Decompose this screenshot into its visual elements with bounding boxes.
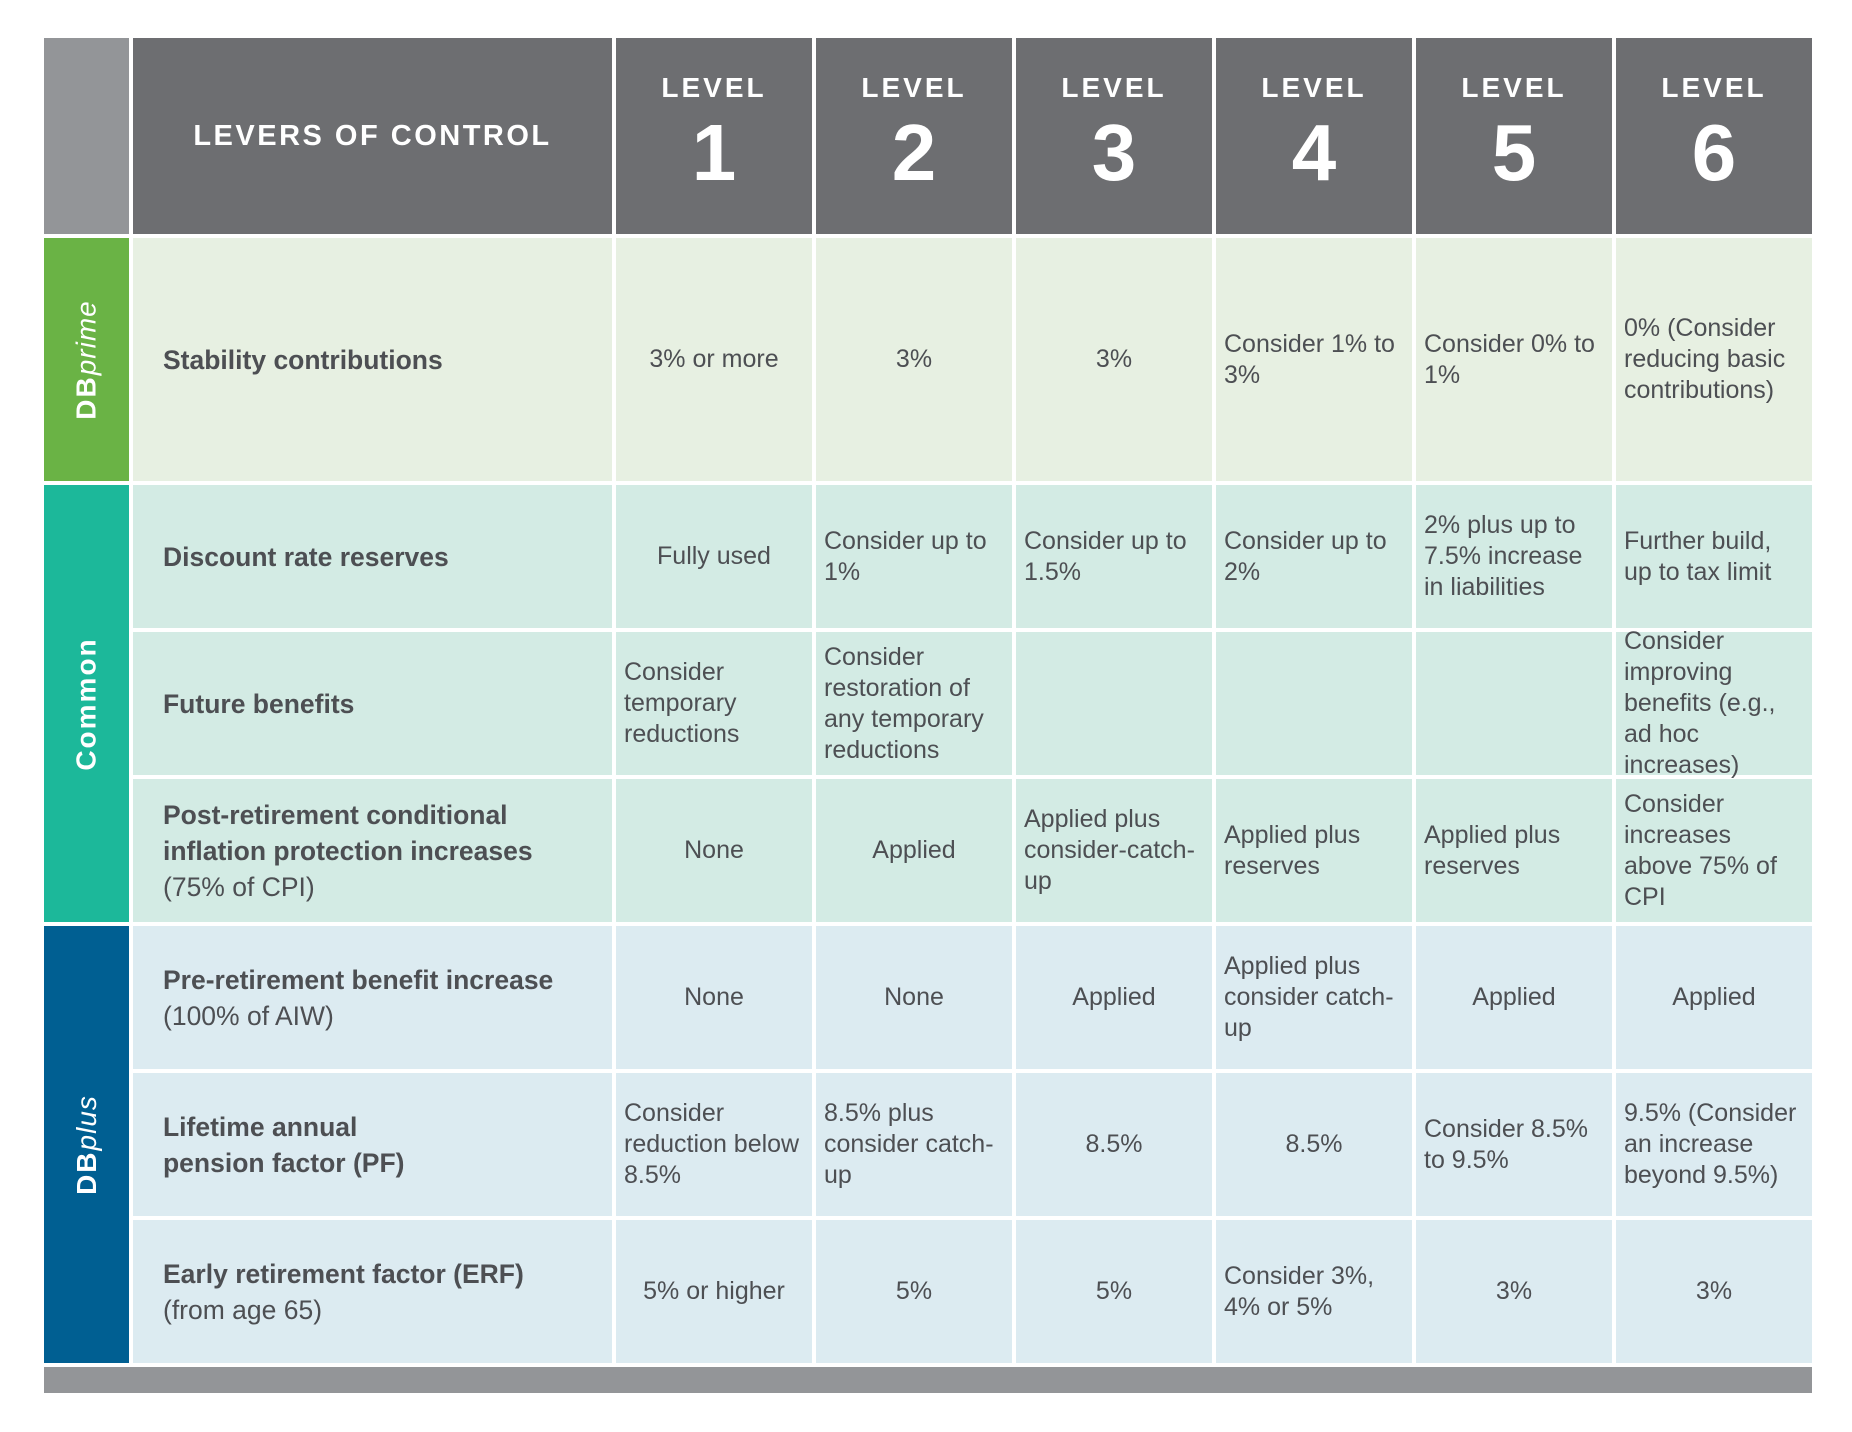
lever-pre-retirement-increase: Pre-retirement benefit increase (100% of…: [133, 926, 612, 1069]
table-cell: None: [616, 926, 812, 1069]
table-cell: 3%: [1616, 1220, 1812, 1363]
table-cell: Applied plus consider-catch-up: [1016, 779, 1212, 922]
table-cell: [1216, 632, 1412, 775]
table-cell: Applied: [1616, 926, 1812, 1069]
table-cell: Consider 1% to 3%: [1216, 238, 1412, 481]
lever-discount-rate-reserves: Discount rate reserves: [133, 485, 612, 628]
table-cell: None: [616, 779, 812, 922]
table-cell: Applied: [1016, 926, 1212, 1069]
lever-label: Future benefits: [163, 688, 355, 719]
group-label-dbprime: DBprime: [44, 238, 129, 481]
group-label-text: Common: [70, 636, 102, 771]
lever-sublabel: (75% of CPI): [163, 871, 315, 902]
lever-label: Discount rate reserves: [163, 541, 449, 572]
level-number: 4: [1291, 108, 1337, 197]
table-cell: Consider temporary reductions: [616, 632, 812, 775]
table-cell: 9.5% (Consider an increase beyond 9.5%): [1616, 1073, 1812, 1216]
table-cell: Consider improving benefits (e.g., ad ho…: [1616, 627, 1812, 779]
level-6-header: LEVEL 6: [1616, 38, 1812, 234]
lever-sublabel: (from age 65): [163, 1294, 323, 1325]
lever-stability-contributions: Stability contributions: [133, 238, 612, 481]
lever-label: Post-retirement conditional inflation pr…: [163, 799, 533, 866]
table-cell: 0% (Consider reducing basic contribution…: [1616, 238, 1812, 481]
table-cell: Consider up to 1%: [816, 485, 1012, 628]
group-label-bold: DB: [70, 374, 102, 420]
table-cell: Applied: [816, 779, 1012, 922]
lever-lifetime-pension-factor: Lifetime annual pension factor (PF): [133, 1073, 612, 1216]
table-cell: Consider restoration of any temporary re…: [816, 632, 1012, 775]
level-2-header: LEVEL 2: [816, 38, 1012, 234]
level-number: 6: [1691, 108, 1737, 197]
table-cell: Applied plus consider catch-up: [1216, 926, 1412, 1069]
table-cell: 5%: [816, 1220, 1012, 1363]
level-5-header: LEVEL 5: [1416, 38, 1612, 234]
table-cell: Consider up to 2%: [1216, 485, 1412, 628]
level-word: LEVEL: [1661, 72, 1767, 103]
level-word: LEVEL: [861, 72, 967, 103]
table-cell: Consider increases above 75% of CPI: [1616, 779, 1812, 922]
table-cell: 5%: [1016, 1220, 1212, 1363]
table-cell: Consider up to 1.5%: [1016, 485, 1212, 628]
lever-post-retirement-inflation: Post-retirement conditional inflation pr…: [133, 779, 612, 922]
group-label-italic: prime: [70, 299, 102, 375]
level-number: 5: [1491, 108, 1537, 197]
table-cell: 3%: [1416, 1220, 1612, 1363]
lever-label: Lifetime annual pension factor (PF): [163, 1111, 405, 1178]
level-word: LEVEL: [1261, 72, 1367, 103]
lever-label: Stability contributions: [163, 344, 443, 375]
table-cell: Fully used: [616, 485, 812, 628]
table-cell: Consider 8.5% to 9.5%: [1416, 1073, 1612, 1216]
table-cell: [1016, 632, 1212, 775]
lever-sublabel: (100% of AIW): [163, 1000, 334, 1031]
group-label-dbplus: DBplus: [44, 926, 129, 1363]
table-cell: 2% plus up to 7.5% increase in liabiliti…: [1416, 485, 1612, 628]
level-word: LEVEL: [661, 72, 767, 103]
table-cell: [1416, 632, 1612, 775]
table-cell: 8.5%: [1016, 1073, 1212, 1216]
lever-future-benefits: Future benefits: [133, 632, 612, 775]
level-number: 3: [1091, 108, 1137, 197]
group-label-common: Common: [44, 485, 129, 922]
lever-early-retirement-factor: Early retirement factor (ERF) (from age …: [133, 1220, 612, 1363]
level-number: 2: [891, 108, 937, 197]
table-cell: Applied plus reserves: [1416, 779, 1612, 922]
level-4-header: LEVEL 4: [1216, 38, 1412, 234]
table-cell: Consider reduction below 8.5%: [616, 1073, 812, 1216]
level-word: LEVEL: [1461, 72, 1567, 103]
table-cell: Applied: [1416, 926, 1612, 1069]
table-cell: None: [816, 926, 1012, 1069]
table-footer-bar: [44, 1367, 1812, 1393]
lever-label: Pre-retirement benefit increase: [163, 964, 554, 995]
group-label-bold: DB: [70, 1149, 102, 1195]
level-word: LEVEL: [1061, 72, 1167, 103]
table-cell: Applied plus reserves: [1216, 779, 1412, 922]
table-cell: 5% or higher: [616, 1220, 812, 1363]
table-cell: 3%: [816, 238, 1012, 481]
levers-of-control-header: LEVERS OF CONTROL: [133, 38, 612, 234]
level-number: 1: [691, 108, 737, 197]
table-cell: Further build, up to tax limit: [1616, 485, 1812, 628]
group-label-italic: plus: [70, 1094, 102, 1150]
header-corner: [44, 38, 129, 234]
table-cell: Consider 0% to 1%: [1416, 238, 1612, 481]
level-3-header: LEVEL 3: [1016, 38, 1212, 234]
table-cell: Consider 3%, 4% or 5%: [1216, 1220, 1412, 1363]
table-cell: 3%: [1016, 238, 1212, 481]
lever-label: Early retirement factor (ERF): [163, 1258, 524, 1289]
level-1-header: LEVEL 1: [616, 38, 812, 234]
table-cell: 3% or more: [616, 238, 812, 481]
table-cell: 8.5% plus consider catch-up: [816, 1073, 1012, 1216]
levers-of-control-table: LEVERS OF CONTROL LEVEL 1 LEVEL 2 LEVEL …: [44, 38, 1812, 1393]
table-cell: 8.5%: [1216, 1073, 1412, 1216]
